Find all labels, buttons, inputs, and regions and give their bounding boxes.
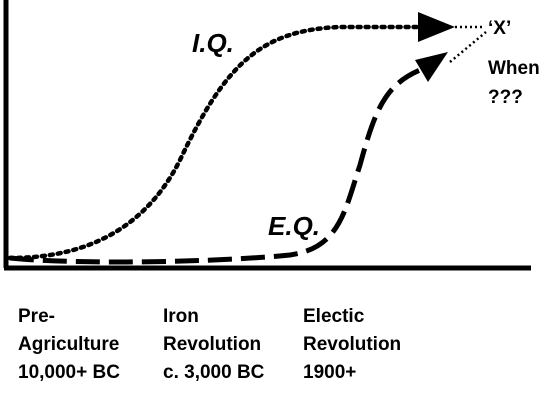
era-electric-revolution: Electic Revolution 1900+ — [303, 303, 401, 387]
end-label-when: When — [488, 58, 540, 79]
eq-series-line — [9, 67, 421, 265]
era-line: 10,000+ BC — [18, 362, 120, 383]
end-label-question: ??? — [488, 87, 523, 108]
eq-series-label: E.Q. — [268, 211, 320, 241]
era-line: Revolution — [163, 334, 262, 355]
era-line: Electic — [303, 306, 365, 327]
iq-series-label: I.Q. — [192, 28, 234, 58]
era-pre-agriculture: Pre- Agriculture 10,000+ BC — [18, 303, 120, 387]
iq-series-line — [7, 24, 428, 261]
era-iron-revolution: Iron Revolution c. 3,000 BC — [163, 303, 264, 387]
era-line: Pre- — [18, 306, 55, 327]
era-line: 1900+ — [303, 362, 357, 383]
era-line: Revolution — [303, 334, 402, 355]
era-line: Iron — [163, 306, 199, 327]
iq-arrowhead — [418, 12, 455, 42]
era-line: c. 3,000 BC — [163, 362, 265, 383]
era-line: Agriculture — [18, 334, 120, 355]
projection-dots-lower — [449, 31, 487, 63]
eq-arrowhead — [415, 52, 448, 82]
end-label-x: ‘X’ — [488, 18, 511, 39]
